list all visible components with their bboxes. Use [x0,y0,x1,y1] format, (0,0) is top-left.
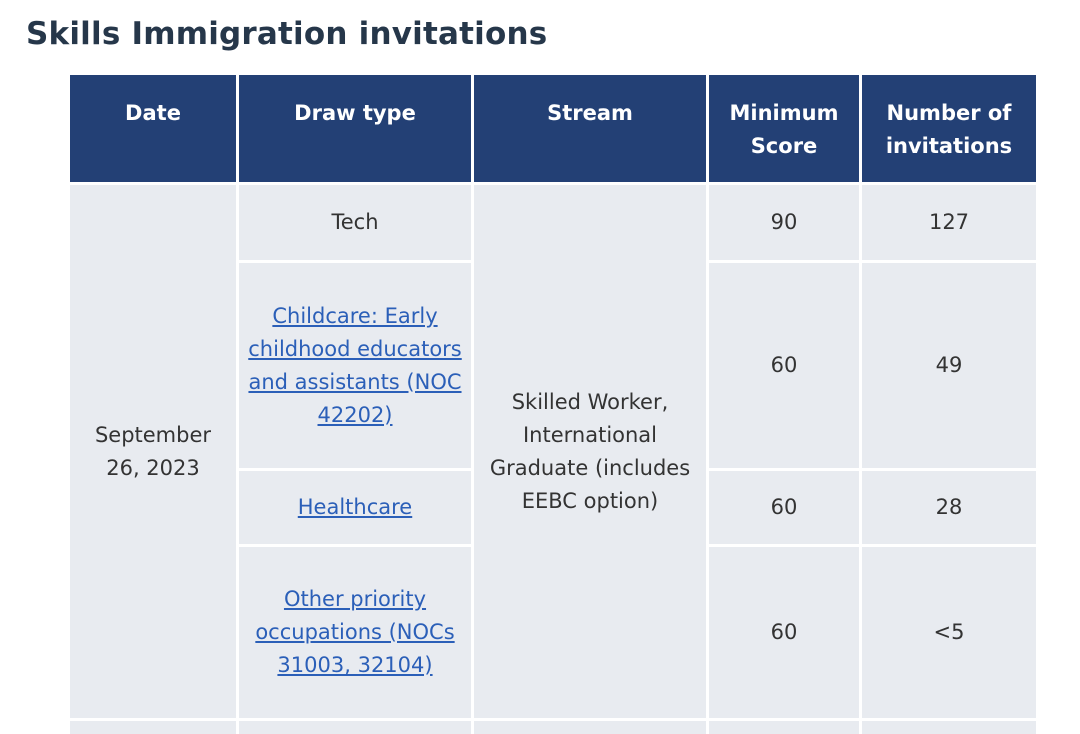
invitations-cell: 28 [862,471,1036,544]
draw-type-cell: Other priority occupations (NOCs 31003, … [239,547,471,718]
table-row: Other priority occupations (NOCs 31003, … [70,547,1036,718]
header-number-of-invitations: Number of invitations [862,75,1036,182]
table-cell-empty [862,721,1036,734]
stream-cell: Skilled Worker, International Graduate (… [474,185,706,718]
header-stream: Stream [474,75,706,182]
table-row: Childcare: Early childhood educators and… [70,263,1036,468]
table-cell-empty [239,721,471,734]
header-draw-type: Draw type [239,75,471,182]
table-cell-empty [70,721,236,734]
header-date: Date [70,75,236,182]
draw-type-cell: Tech [239,185,471,260]
draw-type-cell: Childcare: Early childhood educators and… [239,263,471,468]
invitations-cell: 127 [862,185,1036,260]
draw-type-link-healthcare[interactable]: Healthcare [297,495,413,519]
header-minimum-score: Minimum Score [709,75,859,182]
table-header-row: Date Draw type Stream Minimum Score Numb… [70,75,1036,182]
table-row-partial [70,721,1036,734]
date-cell: September 26, 2023 [70,185,236,718]
page-title: Skills Immigration invitations [26,16,548,52]
invitations-table: Date Draw type Stream Minimum Score Numb… [67,72,1039,734]
minimum-score-cell: 60 [709,547,859,718]
minimum-score-cell: 60 [709,263,859,468]
invitations-cell: <5 [862,547,1036,718]
draw-type-cell: Healthcare [239,471,471,544]
table-row: September 26, 2023 Tech Skilled Worker, … [70,185,1036,718]
table-cell-empty [474,721,706,734]
draw-type-link-childcare[interactable]: Childcare: Early childhood educators and… [248,303,462,427]
minimum-score-cell: 60 [709,471,859,544]
table-row: Healthcare 60 28 [70,471,1036,544]
invitations-cell: 49 [862,263,1036,468]
draw-type-link-other-priority-occupations[interactable]: Other priority occupations (NOCs 31003, … [255,587,455,677]
table-cell-empty [709,721,859,734]
minimum-score-cell: 90 [709,185,859,260]
